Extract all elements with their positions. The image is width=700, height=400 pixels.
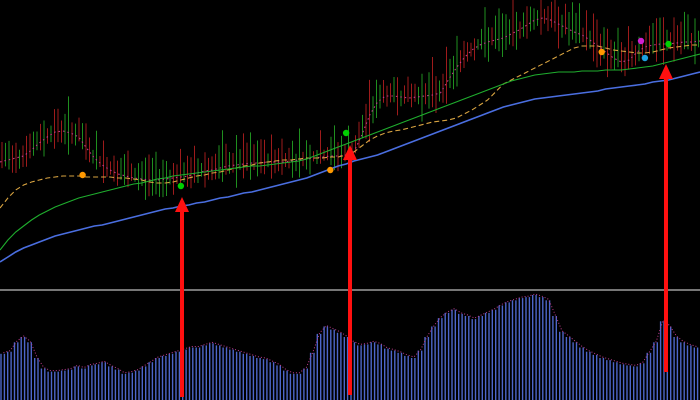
arrow-head: [175, 197, 189, 212]
arrow-head: [659, 64, 673, 79]
signal-dot: [342, 129, 350, 137]
signal-arrows: [175, 64, 673, 397]
candlestick-series: [1, 0, 699, 200]
signal-dot: [641, 54, 649, 62]
signal-dot: [177, 182, 185, 190]
signal-dot: [598, 48, 605, 56]
signal-arrow: [659, 64, 673, 372]
signal-dot: [327, 166, 334, 174]
arrow-head: [343, 145, 357, 160]
volume-panel: [0, 293, 699, 400]
signal-arrow: [343, 145, 357, 395]
signal-dot: [665, 40, 672, 48]
signal-dot: [637, 37, 645, 45]
signal-arrow: [175, 197, 189, 397]
signal-dot: [79, 171, 86, 179]
ma_slow-line: [0, 53, 700, 251]
signal-dots: [79, 37, 672, 190]
